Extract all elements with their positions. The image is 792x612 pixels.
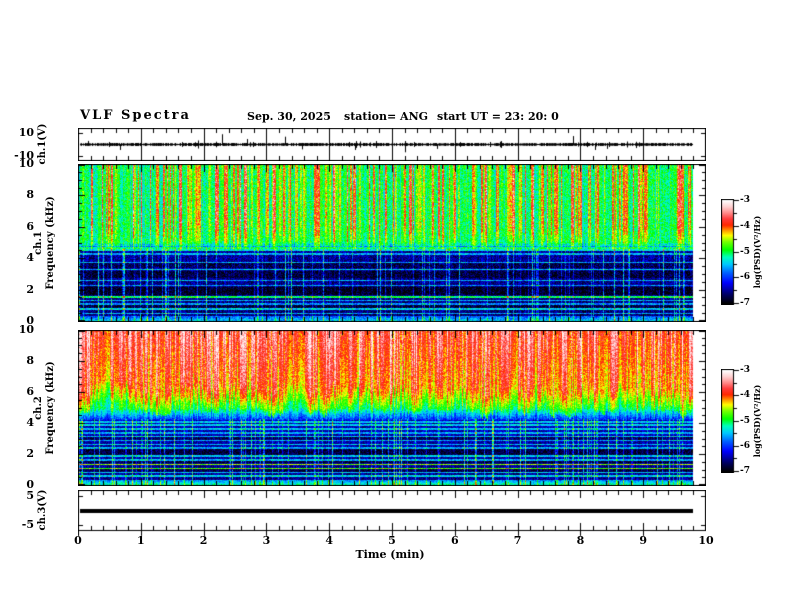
ch1v-ytick--10: -10 (14, 149, 34, 163)
ch1-axis-label-line2: Frequency (kHz) (45, 196, 56, 290)
ch3-voltage-panel (78, 490, 706, 537)
colorbar2-psd-label: log(PSD)(V²/Hz) (752, 384, 762, 458)
ch2spec-ytick-4: 4 (26, 416, 34, 429)
ch1spec-ytick-10: 10 (18, 157, 34, 170)
colorbar1-psd-label: log(PSD)(V²/Hz) (752, 215, 762, 289)
plot-title: VLF Spectra (80, 108, 191, 123)
colorbar1-tick--6: -6 (740, 272, 750, 283)
ch2-spectrogram-panel (78, 330, 706, 486)
ch1v-ytick-10: 10 (18, 125, 34, 139)
ch1spec-ytick-8: 8 (26, 188, 34, 202)
ch1-voltage-axis-label: ch.1(V) (37, 123, 48, 165)
ch3-voltage-axis-label: ch.3(V) (37, 489, 48, 531)
plot-station: station= ANG (344, 110, 429, 123)
colorbar1-tick--7: -7 (740, 298, 750, 308)
plot-start-ut: start UT = 23: 20: 0 (437, 110, 559, 123)
ch1-colorbar (721, 199, 741, 305)
colorbar2-tick--3: -3 (740, 365, 750, 375)
ch2-frequency-axis-label: ch.2 Frequency (kHz) (33, 361, 57, 454)
colorbar2-tick--7: -7 (740, 466, 750, 476)
x-tick-label-8: 8 (576, 534, 585, 547)
time-axis-label: Time (min) (355, 548, 425, 561)
ch1-axis-label-line1: ch.1 (33, 231, 44, 255)
ch2spec-ytick-8: 8 (26, 354, 34, 367)
ch1-frequency-axis-label: ch.1 Frequency (kHz) (33, 196, 57, 289)
ch1spec-ytick-0: 0 (26, 314, 34, 327)
ch1-spectrogram-panel (78, 164, 706, 322)
ch3v-ytick-5: 5 (26, 488, 34, 502)
ch1spec-ytick-4: 4 (26, 251, 34, 265)
x-tick-label-6: 6 (450, 534, 459, 547)
colorbar1-tick--5: -5 (740, 246, 750, 257)
ch2spec-ytick-0: 0 (26, 478, 34, 491)
x-tick-label-1: 1 (136, 534, 145, 547)
x-tick-label-3: 3 (262, 534, 271, 547)
ch2-axis-label-line1: ch.2 (33, 396, 44, 420)
x-tick-label-9: 9 (639, 534, 648, 547)
colorbar2-tick--5: -5 (740, 415, 750, 426)
x-tick-label-4: 4 (325, 534, 334, 547)
x-tick-label-10: 10 (698, 534, 714, 547)
colorbar1-tick--3: -3 (740, 195, 750, 205)
colorbar1-tick--4: -4 (740, 220, 750, 231)
colorbar2-tick--6: -6 (740, 440, 750, 451)
ch2-colorbar (721, 369, 741, 473)
plot-date: Sep. 30, 2025 (247, 110, 331, 123)
colorbar2-tick--4: -4 (740, 390, 750, 401)
ch2spec-ytick-2: 2 (26, 447, 34, 460)
ch2spec-ytick-6: 6 (26, 385, 34, 398)
x-tick-label-7: 7 (513, 534, 522, 547)
ch2spec-ytick-10: 10 (18, 323, 34, 336)
ch2-axis-label-line2: Frequency (kHz) (45, 361, 56, 455)
x-tick-label-2: 2 (199, 534, 208, 547)
ch3v-ytick--5: -5 (21, 518, 34, 532)
ch1spec-ytick-2: 2 (26, 282, 34, 296)
ch1spec-ytick-6: 6 (26, 219, 34, 233)
x-tick-label-0: 0 (74, 534, 82, 547)
x-tick-label-5: 5 (388, 534, 396, 547)
ch1-voltage-panel (78, 128, 706, 161)
